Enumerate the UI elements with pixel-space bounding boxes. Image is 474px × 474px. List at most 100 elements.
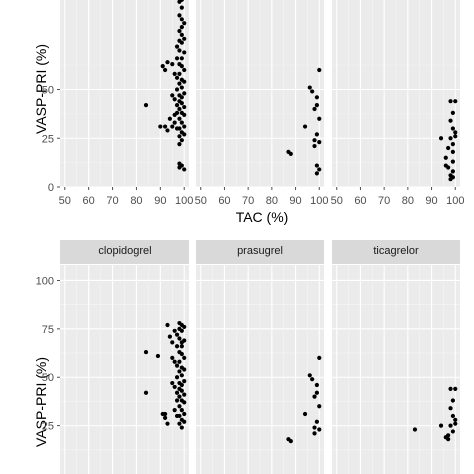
data-point [317, 67, 322, 73]
data-point [182, 124, 187, 129]
data-point [312, 143, 317, 149]
data-point [165, 421, 170, 426]
strip-label-clopidogrel: clopidogrel [98, 245, 151, 257]
x-tick-label: 100 [310, 195, 328, 207]
y-tick-label: 0 [48, 182, 54, 194]
data-point [172, 120, 177, 125]
x-tick-label: 60 [354, 195, 366, 207]
data-point [174, 103, 180, 108]
data-point [165, 60, 170, 65]
x-tick-label: 90 [289, 195, 301, 207]
data-point [182, 400, 187, 405]
data-point [307, 85, 312, 90]
x-tick-label: 80 [266, 195, 278, 207]
data-point [448, 118, 453, 123]
data-point [177, 369, 182, 374]
data-point [182, 379, 187, 384]
data-point [182, 50, 187, 55]
data-point [182, 79, 187, 84]
bottom-y-axis-title: VASP-PRI (%) [33, 357, 49, 447]
data-point [182, 411, 187, 417]
data-point [450, 175, 455, 180]
y-tick-label: 50 [42, 372, 54, 384]
data-point [172, 97, 177, 102]
data-point [179, 120, 184, 125]
data-point [177, 142, 182, 147]
data-point [314, 163, 319, 168]
data-point [165, 128, 170, 133]
data-point [310, 89, 315, 94]
data-point [288, 439, 293, 444]
data-point [314, 382, 319, 388]
data-point [179, 0, 184, 2]
data-point [177, 81, 182, 86]
data-point [448, 423, 453, 428]
data-point [453, 417, 458, 422]
data-point [179, 64, 184, 69]
y-tick-label: 100 [36, 275, 54, 287]
data-point [170, 124, 175, 129]
data-point [172, 359, 177, 364]
y-tick-label: 25 [42, 421, 54, 433]
x-tick-label: 80 [402, 195, 414, 207]
data-point [182, 91, 187, 96]
facet-strip [332, 240, 460, 264]
top-y-axis-title: VASP-PRI (%) [33, 44, 49, 134]
data-point [288, 151, 293, 156]
data-point [182, 67, 187, 73]
strip-label-prasugrel: prasugrel [237, 245, 283, 257]
data-point [450, 110, 455, 115]
data-point [182, 21, 187, 26]
data-point [174, 44, 180, 49]
data-point [450, 398, 455, 403]
data-point [448, 406, 453, 411]
data-point [174, 390, 180, 395]
data-point [312, 138, 317, 143]
data-point [163, 415, 168, 420]
data-point [302, 124, 308, 129]
data-point [170, 340, 175, 345]
data-point [312, 106, 317, 112]
data-point [177, 421, 182, 426]
data-point [182, 112, 187, 117]
data-point [174, 332, 180, 337]
data-point [177, 106, 182, 112]
data-point [182, 419, 187, 424]
data-point [312, 425, 317, 430]
data-point [179, 101, 184, 106]
data-point [310, 377, 315, 382]
data-point [453, 134, 458, 139]
data-point [179, 25, 184, 30]
data-point [174, 75, 180, 80]
data-point [172, 384, 177, 390]
data-point [438, 136, 444, 141]
data-point [317, 167, 322, 172]
data-point [179, 17, 184, 22]
data-point [179, 425, 184, 430]
data-point [163, 124, 168, 129]
data-point [182, 355, 187, 360]
data-point [174, 110, 180, 115]
x-tick-label: 70 [378, 195, 390, 207]
data-point [450, 159, 455, 164]
data-point [443, 155, 448, 160]
data-point [177, 336, 182, 341]
data-point [179, 388, 184, 393]
data-point [174, 56, 180, 61]
data-point [446, 433, 451, 438]
data-point [182, 324, 187, 330]
data-point [179, 5, 184, 10]
data-point [163, 67, 168, 73]
data-point [314, 171, 319, 176]
data-point [177, 126, 182, 131]
data-point [450, 169, 455, 174]
data-point [450, 142, 455, 147]
x-tick-label: 60 [83, 195, 95, 207]
strip-label-ticagrelor: ticagrelor [373, 245, 419, 257]
data-point [174, 398, 180, 403]
data-point [314, 103, 319, 108]
data-point [448, 99, 453, 104]
data-point [412, 427, 418, 432]
data-point [312, 431, 317, 436]
